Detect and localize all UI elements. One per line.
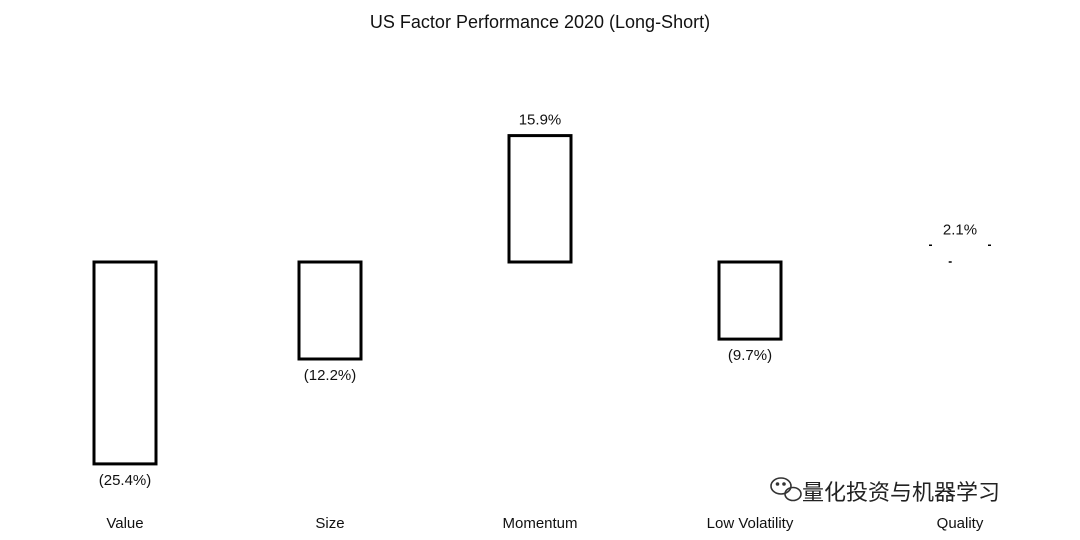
watermark-text: 量化投资与机器学习 xyxy=(802,480,1000,505)
category-label-value: Value xyxy=(106,515,143,532)
data-label-momentum: 15.9% xyxy=(519,112,562,129)
category-label-quality: Quality xyxy=(937,515,984,532)
bar-value xyxy=(92,260,158,466)
bar-quality xyxy=(928,244,992,263)
data-label-value: (25.4%) xyxy=(99,472,152,489)
wechat-icon xyxy=(770,477,802,502)
data-label-quality: 2.1% xyxy=(943,221,977,238)
watermark: 量化投资与机器学习 xyxy=(770,477,1000,505)
category-label-size: Size xyxy=(315,515,344,532)
chart-title: US Factor Performance 2020 (Long-Short) xyxy=(370,12,710,32)
bar-momentum xyxy=(507,134,573,264)
category-label-momentum: Momentum xyxy=(502,515,577,532)
data-label-low-volatility: (9.7%) xyxy=(728,347,772,364)
category-label-low-volatility: Low Volatility xyxy=(707,515,794,532)
bar-size xyxy=(297,260,363,361)
data-label-size: (12.2%) xyxy=(304,367,357,384)
bars-layer xyxy=(92,134,992,466)
labels-layer: (25.4%) Value (12.2%) Size 15.9% Momentum (9.7… xyxy=(99,112,984,532)
bar-low-volatility xyxy=(717,260,783,341)
